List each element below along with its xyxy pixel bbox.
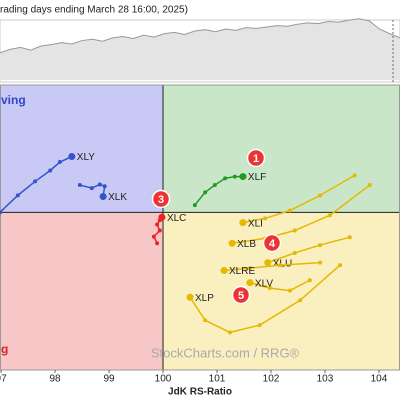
head-point [186,293,194,301]
tail [223,261,321,272]
badge-label: 4 [269,238,276,250]
tail-point [223,176,228,181]
tail-point [318,260,323,265]
tail-point [267,286,272,291]
series-label: XLV [255,278,273,289]
tail-point [307,278,312,283]
badge-label: 5 [238,290,244,302]
tail-point [292,228,297,233]
tail-point [298,298,303,303]
quadrant [163,85,400,213]
series-label: XLP [195,293,214,304]
badge [151,189,171,209]
x-tick-label: 98 [49,374,61,385]
tail-point [367,183,372,188]
x-tick-label: 101 [209,374,226,385]
series-label: XLB [237,239,256,250]
tail-point [57,160,62,165]
x-tick-label: 97 [0,374,7,385]
tail-point [203,190,208,195]
badge [231,285,251,305]
x-axis-title: JdK RS-Ratio [168,387,232,398]
head-point [239,173,247,181]
tail-point [15,193,20,198]
benchmark-line [0,18,400,54]
tail-point [318,243,323,248]
benchmark-area [0,18,400,80]
tail-point [327,213,332,218]
tail-point [0,210,2,215]
series-label: XLY [77,152,95,163]
x-tick-label: 103 [317,374,334,385]
tail-point [263,216,268,221]
head-point [158,213,166,221]
tail-point [247,266,252,271]
tail [189,264,341,334]
quadrant-label: ving [1,93,26,107]
x-tick-label: 104 [371,374,388,385]
tail-point [203,318,208,323]
tail-point [89,186,94,191]
x-tick-label: 100 [155,374,172,385]
tail-point [232,174,237,179]
head-point [220,267,228,275]
tail-point [287,288,292,293]
tail [0,155,73,213]
tail-point [77,183,82,188]
badge [262,233,282,253]
head-point [239,219,247,227]
tail-point [287,208,292,213]
series-label: XLF [248,172,266,183]
quadrant [163,212,400,370]
head-point [228,239,236,247]
tail-point [48,168,53,173]
tail-point [227,330,232,335]
watermark: StockCharts.com / RRG® [151,345,300,360]
tail [249,279,311,292]
quadrant [0,212,164,370]
tail-point [157,228,162,233]
head-point [99,193,107,201]
tail-point [155,222,160,227]
head-point [246,279,254,287]
tail-point [257,323,262,328]
tail-point [192,203,197,208]
badge-label: 1 [253,153,259,165]
tail-point [338,263,343,268]
tail-point [151,234,156,239]
head-point [68,153,76,161]
tail [267,236,350,264]
tail-point [155,241,160,246]
head-point [264,259,272,267]
tail-point [278,263,283,268]
series-label: XLC [167,213,186,224]
series-label: XLU [273,258,292,269]
tail-point [212,183,217,188]
tail-point [97,182,102,187]
x-tick-label: 102 [263,374,280,385]
series-label: XLK [108,192,127,203]
tail-point [318,193,323,198]
tail-point [102,184,107,189]
badge [246,148,266,168]
tail-point [352,173,357,178]
quadrant-label: g [1,342,8,356]
tail-point [292,250,297,255]
tail-point [347,235,352,240]
series-label: XLRE [229,266,255,277]
quadrant [0,85,164,213]
x-tick-label: 99 [103,374,115,385]
tail-point [33,179,38,184]
series-label: XLI [248,218,263,229]
badge-label: 3 [158,194,164,206]
chart-title: rading days ending March 28 16:00, 2025) [0,5,188,16]
